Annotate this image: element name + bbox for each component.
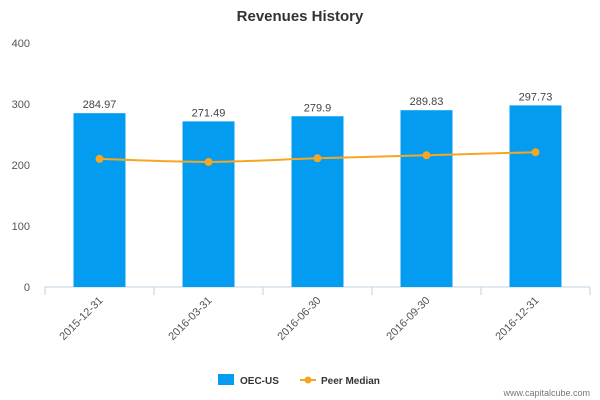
legend-label-bar: OEC-US bbox=[240, 376, 279, 387]
credit-text: www.capitalcube.com bbox=[502, 388, 590, 398]
x-tick-label: 2016-09-30 bbox=[384, 295, 432, 343]
bar bbox=[291, 116, 344, 287]
bar bbox=[400, 110, 453, 287]
x-tick-label: 2015-12-31 bbox=[57, 295, 105, 343]
line-point bbox=[313, 154, 322, 163]
line-point bbox=[531, 148, 540, 157]
line-point bbox=[95, 154, 104, 163]
data-label: 297.73 bbox=[519, 91, 553, 103]
y-tick-label: 100 bbox=[12, 221, 30, 233]
line-point bbox=[422, 151, 431, 160]
legend-swatch-point bbox=[304, 376, 312, 384]
x-tick-label: 2016-12-31 bbox=[493, 295, 541, 343]
line-series bbox=[95, 148, 540, 166]
data-label: 279.9 bbox=[304, 102, 332, 114]
y-tick-label: 300 bbox=[12, 99, 30, 111]
y-tick-label: 0 bbox=[24, 282, 30, 294]
data-labels: 284.97 271.49 279.9 289.83 297.73 bbox=[83, 91, 553, 119]
y-tick-label: 200 bbox=[12, 160, 30, 172]
x-tick-label: 2016-03-31 bbox=[166, 295, 214, 343]
data-label: 271.49 bbox=[192, 107, 226, 119]
legend-swatch-bar bbox=[218, 374, 234, 385]
bar bbox=[73, 113, 126, 287]
bar bbox=[509, 105, 562, 287]
legend-label-line: Peer Median bbox=[321, 376, 380, 387]
bar-series bbox=[73, 105, 562, 287]
line-point bbox=[204, 157, 213, 166]
bar bbox=[182, 121, 235, 287]
data-label: 284.97 bbox=[83, 99, 117, 111]
x-tick-label: 2016-06-30 bbox=[275, 295, 323, 343]
chart-title: Revenues History bbox=[237, 8, 364, 25]
data-label: 289.83 bbox=[410, 96, 444, 108]
y-tick-label: 400 bbox=[12, 38, 30, 50]
chart-legend: OEC-US Peer Median bbox=[218, 374, 380, 387]
